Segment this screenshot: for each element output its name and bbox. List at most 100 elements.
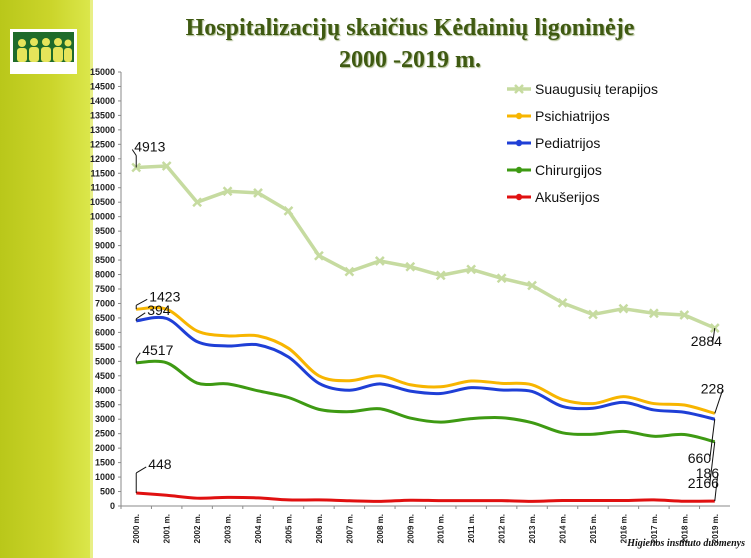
x-tick-label: 2013 m. — [528, 514, 537, 543]
data-label: 660 — [688, 450, 712, 466]
chart-title-line-2: 2000 -2019 m. — [339, 47, 481, 73]
x-tick-label: 2008 m. — [376, 514, 385, 543]
series-point — [405, 261, 416, 272]
series-point — [435, 270, 446, 281]
data-label: 186 — [696, 465, 720, 481]
x-tick-label: 2007 m. — [345, 514, 354, 543]
y-tick-label: 3000 — [95, 414, 115, 424]
x-tick-label: 2010 m. — [437, 514, 446, 543]
y-tick-label: 13000 — [90, 125, 115, 135]
x-tick-label: 2014 m. — [559, 514, 568, 543]
y-tick-label: 15000 — [90, 67, 115, 77]
x-tick-label: 2019 m. — [711, 514, 720, 543]
y-tick-label: 1000 — [95, 472, 115, 482]
y-tick-label: 0 — [110, 501, 115, 511]
y-tick-label: 12500 — [90, 139, 115, 149]
y-tick-label: 11500 — [90, 168, 115, 178]
series-point — [161, 161, 172, 171]
y-tick-label: 6000 — [95, 327, 115, 337]
y-tick-label: 14000 — [90, 96, 115, 106]
x-tick-label: 2011 m. — [467, 514, 476, 543]
data-label: 1423 — [149, 288, 180, 304]
series-point — [527, 280, 537, 291]
y-tick-label: 8000 — [95, 270, 115, 280]
data-label: 4517 — [142, 342, 173, 358]
x-tick-label: 2001 m. — [163, 514, 172, 543]
series-line-3 — [136, 359, 716, 444]
y-tick-label: 14500 — [90, 81, 115, 91]
x-tick-label: 2003 m. — [224, 514, 233, 543]
x-tick-label: 2018 m. — [680, 514, 689, 543]
y-tick-label: 7000 — [95, 298, 115, 308]
annotation-leader — [131, 149, 137, 156]
legend-marker — [515, 139, 523, 147]
y-tick-label: 12000 — [90, 154, 115, 164]
legend-marker — [515, 112, 523, 120]
series-point — [679, 310, 690, 320]
series-line-4 — [136, 491, 715, 503]
source-note: Higienos instituto duomenys — [627, 538, 745, 549]
series-line-1 — [136, 306, 716, 415]
people-logo-icon — [10, 29, 77, 74]
y-tick-label: 6500 — [95, 313, 115, 323]
y-tick-label: 500 — [100, 487, 115, 497]
x-tick-label: 2016 m. — [619, 514, 628, 543]
x-tick-label: 2015 m. — [589, 514, 598, 543]
annotation-leader — [709, 419, 716, 460]
y-tick-label: 2500 — [95, 429, 115, 439]
y-tick-label: 10000 — [90, 212, 115, 222]
legend-label: Psichiatrijos — [535, 108, 610, 124]
x-tick-label: 2002 m. — [193, 514, 202, 543]
y-tick-label: 13500 — [90, 110, 115, 120]
chart-title-line-1: Hospitalizacijų skaičius Kėdainių ligoni… — [185, 15, 635, 41]
data-label: 4913 — [134, 138, 165, 154]
series-point — [192, 197, 203, 208]
series-point — [496, 273, 507, 284]
annotation-leader — [714, 389, 724, 414]
annotation-leader — [135, 298, 148, 306]
data-label: 2884 — [691, 333, 722, 349]
series-point — [283, 205, 294, 216]
series-point — [648, 308, 659, 319]
series-point — [588, 309, 598, 320]
annotation-leader — [135, 352, 141, 360]
x-tick-label: 2009 m. — [406, 514, 415, 543]
y-tick-label: 4500 — [95, 371, 115, 381]
series-point — [466, 264, 477, 275]
annotation-leader — [709, 441, 716, 484]
x-tick-label: 2005 m. — [284, 514, 293, 543]
legend-marker — [515, 166, 523, 174]
annotation-leader — [714, 474, 719, 502]
series-point — [374, 256, 385, 266]
series-point — [314, 250, 324, 261]
y-tick-label: 8500 — [95, 255, 115, 265]
x-tick-label: 2017 m. — [650, 514, 659, 543]
x-tick-label: 2000 m. — [132, 514, 141, 543]
y-tick-label: 1500 — [95, 458, 115, 468]
data-label: 394 — [147, 302, 171, 318]
annotation-leader — [712, 327, 716, 343]
decorative-side-strip — [0, 0, 93, 558]
x-tick-label: 2004 m. — [254, 514, 263, 543]
data-label: 2166 — [688, 475, 719, 491]
y-tick-label: 9500 — [95, 226, 115, 236]
annotation-leader — [135, 466, 147, 474]
series-point — [344, 266, 355, 277]
x-tick-label: 2006 m. — [315, 514, 324, 543]
series-line-2 — [136, 315, 716, 421]
annotation-leader — [135, 312, 146, 320]
series-point — [618, 303, 629, 314]
y-tick-label: 4000 — [95, 385, 115, 395]
y-tick-label: 5500 — [95, 342, 115, 352]
y-tick-label: 7500 — [95, 284, 115, 294]
y-tick-label: 10500 — [90, 197, 115, 207]
series-point — [557, 298, 568, 308]
y-tick-label: 2000 — [95, 443, 115, 453]
y-tick-label: 11000 — [90, 183, 115, 193]
data-label: 228 — [701, 380, 725, 396]
y-tick-label: 5000 — [95, 356, 115, 366]
legend-marker — [514, 84, 524, 94]
legend-marker — [515, 193, 523, 201]
legend-label: Suaugusių terapijos — [535, 81, 658, 97]
legend-label: Pediatrijos — [535, 135, 600, 151]
